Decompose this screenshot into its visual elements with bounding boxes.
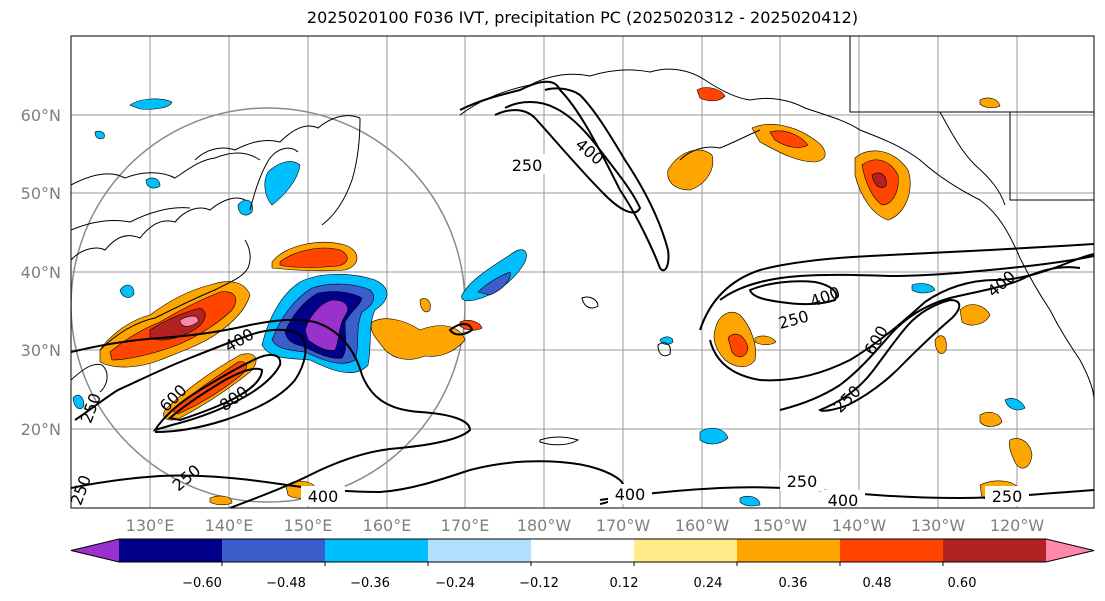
lon-label: 120°W [990, 516, 1045, 535]
range-circle [71, 107, 466, 503]
lon-label: 140°E [205, 516, 254, 535]
colorbar-extend-low [71, 539, 119, 562]
colorbar-tick-label: 0.12 [610, 576, 639, 591]
lon-label: 170°W [596, 516, 651, 535]
lat-label: 30°N [21, 341, 61, 360]
colorbar-tick-label: −0.48 [266, 576, 306, 591]
colorbar-tick-label: 0.36 [779, 576, 808, 591]
colorbar-tick-label: −0.60 [182, 576, 222, 591]
map-title: 2025020100 F036 IVT, precipitation PC (2… [306, 8, 859, 27]
colorbar-tick-label: −0.12 [519, 576, 559, 591]
contour-label: 250 [512, 156, 543, 175]
colorbar-segment [634, 539, 738, 562]
lat-label: 50°N [21, 184, 61, 203]
longitude-labels: 130°E 140°E 150°E 160°E 170°E 180°W 170°… [126, 516, 1045, 535]
lat-label: 40°N [21, 263, 61, 282]
lat-label: 20°N [21, 420, 61, 439]
colorbar-tick-label: −0.36 [350, 576, 390, 591]
contour-label: 250 [992, 487, 1023, 506]
colorbar-tick-label: 0.48 [863, 576, 892, 591]
lon-label: 160°E [363, 516, 412, 535]
colorbar-tick-label: 0.24 [694, 576, 723, 591]
colorbar-extend-high [1046, 539, 1094, 562]
lon-label: 150°W [753, 516, 808, 535]
colorbar-segment [737, 539, 841, 562]
colorbar-segment [325, 539, 429, 562]
lon-label: 130°W [911, 516, 966, 535]
colorbar-segment [840, 539, 944, 562]
colorbar-segment [119, 539, 223, 562]
colorbar-segment [428, 539, 532, 562]
lon-label: 130°E [126, 516, 175, 535]
contour-label: 250 [787, 472, 818, 491]
colorbar-segment [222, 539, 326, 562]
colorbar-outline [70, 538, 1095, 563]
lon-label: 160°W [675, 516, 730, 535]
latitude-labels: 60°N 50°N 40°N 30°N 20°N [21, 106, 61, 439]
lat-label: 60°N [21, 106, 61, 125]
contour-label: 400 [828, 491, 859, 510]
coastlines [71, 36, 1094, 446]
lon-label: 180°W [517, 516, 572, 535]
lon-label: 140°W [832, 516, 887, 535]
colorbar-segment [531, 539, 635, 562]
lon-label: 170°E [441, 516, 490, 535]
contour-label: 400 [615, 485, 646, 504]
colorbar-tick-label: 0.60 [948, 576, 977, 591]
graticule [71, 36, 1094, 508]
contour-label: 400 [308, 487, 339, 506]
lon-label: 150°E [284, 516, 333, 535]
colorbar-tick-label: −0.24 [435, 576, 475, 591]
map-frame [70, 35, 1095, 509]
colorbar [70, 538, 1095, 566]
colorbar-labels: −0.60 −0.48 −0.36 −0.24 −0.12 0.12 0.24 … [182, 576, 976, 591]
colorbar-segment [943, 539, 1047, 562]
